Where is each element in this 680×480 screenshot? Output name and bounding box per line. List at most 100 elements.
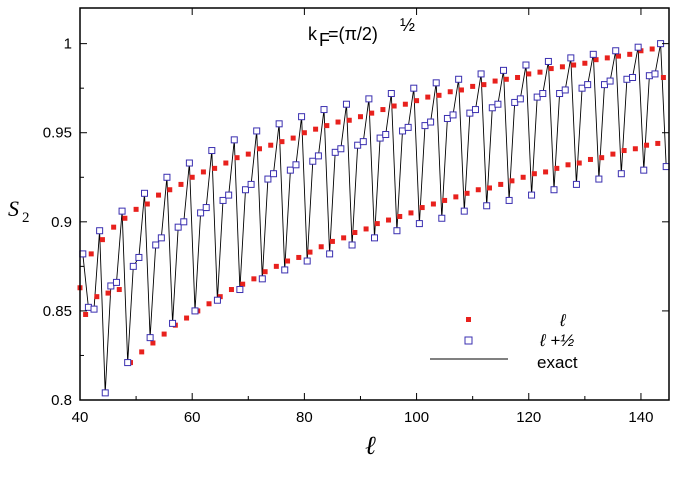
point-l-half [516,95,524,103]
point-l-half [185,159,193,167]
point-l-half [629,73,637,81]
series-l-layer [77,46,666,366]
point-l-half [337,145,345,153]
point-l [329,238,335,244]
point-l-half [320,106,328,114]
point-l [503,76,509,82]
point-l [638,48,644,54]
point-l-half [449,111,457,119]
point-l-half [533,93,541,101]
point-l-half [258,275,266,283]
point-l [419,205,425,211]
point-l-half [471,106,479,114]
point-l [184,315,190,321]
annotation-sup: ½ [400,15,415,35]
point-l [537,69,543,75]
point-l-half [415,220,423,228]
point-l [543,169,549,175]
point-l [139,349,145,355]
point-l [391,103,397,109]
point-l-half [455,75,463,83]
y-axis-title-sub: 2 [22,210,30,226]
point-l [161,331,167,337]
point-l-half [421,122,429,130]
point-l [386,217,392,223]
point-l [94,294,100,300]
point-l-half [253,127,261,135]
point-l-half [96,227,104,235]
point-l-half [141,189,149,197]
point-l-half [567,54,575,62]
point-l [414,98,420,104]
point-l-half [365,95,373,103]
annotation-eq: =(π/2) [328,24,378,44]
point-l [447,89,453,95]
point-l [206,301,212,307]
point-l [240,281,246,287]
point-l [341,235,347,241]
point-l [374,221,380,227]
point-l-half [286,166,294,174]
point-l [470,83,476,89]
point-l [245,151,251,157]
point-l [649,46,655,52]
point-l-half [432,79,440,87]
point-l-half [236,286,244,294]
point-l-half [191,307,199,315]
y-axis-title: S [8,196,19,221]
point-l-half [404,123,412,131]
point-l [290,135,296,141]
point-l [189,174,195,180]
point-l [397,213,403,219]
point-l [531,171,537,177]
point-l-half [494,100,502,108]
point-l-half [152,241,160,249]
point-l [296,254,302,260]
point-l [285,258,291,264]
series-exact-line [82,43,667,393]
point-l [352,230,358,236]
y-tick-label: 0.85 [43,303,72,320]
point-l [453,194,459,200]
x-tick-label: 120 [516,409,541,426]
point-l [458,87,464,93]
point-l-half [281,266,289,274]
point-l-half [219,196,227,204]
legend-label-l-half: ℓ +½ [539,331,574,350]
x-tick-label: 80 [296,409,313,426]
point-l-half [578,84,586,92]
point-l [492,78,498,84]
point-l [212,165,218,171]
point-l [408,210,414,216]
point-l [228,287,234,293]
point-l-half [275,120,283,128]
point-l [587,156,593,162]
point-l [217,294,223,300]
point-l [430,201,436,207]
point-l-half [544,57,552,65]
point-l [554,165,560,171]
point-l [122,215,128,221]
point-l-half [146,334,154,342]
point-l [318,244,324,250]
point-l [571,62,577,68]
point-l-half [572,180,580,188]
point-l-half [174,223,182,231]
annotation-k: k [308,24,318,44]
point-l [156,192,162,198]
point-l [402,101,408,107]
point-l-half [640,166,648,174]
point-l-half [382,131,390,139]
point-l-half [606,77,614,85]
point-l [616,53,622,59]
point-l-half [505,196,513,204]
point-l [486,185,492,191]
x-tick-label: 60 [184,409,201,426]
point-l [105,290,111,296]
point-l-half [314,152,322,160]
point-l-half [634,43,642,51]
point-l [548,66,554,72]
x-tick-label: 100 [404,409,429,426]
point-l [481,82,487,88]
y-tick-label: 1 [64,36,72,53]
